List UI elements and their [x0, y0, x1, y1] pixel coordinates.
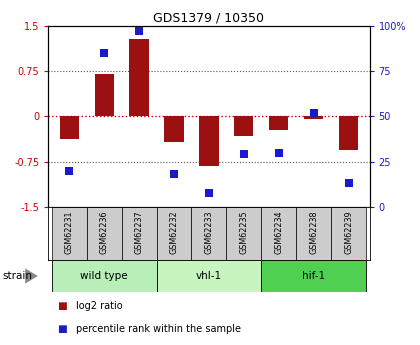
- Bar: [157, 207, 192, 260]
- Bar: [52, 260, 157, 292]
- Bar: [157, 260, 261, 292]
- Bar: [304, 117, 323, 119]
- Text: GSM62237: GSM62237: [134, 211, 144, 255]
- Bar: [60, 117, 79, 139]
- Point: [66, 168, 73, 174]
- Bar: [200, 117, 218, 166]
- Polygon shape: [25, 268, 38, 284]
- Text: vhl-1: vhl-1: [196, 271, 222, 281]
- Bar: [129, 39, 149, 117]
- Bar: [192, 207, 226, 260]
- Bar: [234, 117, 254, 136]
- Point: [136, 29, 142, 34]
- Point: [276, 150, 282, 155]
- Bar: [296, 207, 331, 260]
- Text: GSM62239: GSM62239: [344, 211, 353, 255]
- Text: log2 ratio: log2 ratio: [76, 302, 122, 312]
- Bar: [226, 207, 261, 260]
- Bar: [261, 207, 296, 260]
- Bar: [122, 207, 157, 260]
- Bar: [94, 74, 114, 117]
- Bar: [52, 207, 87, 260]
- Bar: [269, 117, 289, 130]
- Bar: [331, 207, 366, 260]
- Point: [206, 190, 213, 195]
- Bar: [261, 260, 366, 292]
- Text: GSM62233: GSM62233: [205, 211, 213, 254]
- Text: strain: strain: [2, 271, 32, 281]
- Text: GSM62232: GSM62232: [170, 211, 178, 255]
- Text: GSM62235: GSM62235: [239, 211, 248, 255]
- Text: GSM62236: GSM62236: [100, 211, 109, 254]
- Text: hif-1: hif-1: [302, 271, 325, 281]
- Point: [345, 181, 352, 186]
- Text: GSM62231: GSM62231: [65, 211, 74, 254]
- Bar: [87, 207, 122, 260]
- Bar: [339, 117, 358, 150]
- Title: GDS1379 / 10350: GDS1379 / 10350: [153, 12, 265, 25]
- Point: [310, 110, 317, 116]
- Text: wild type: wild type: [80, 271, 128, 281]
- Point: [171, 172, 177, 177]
- Text: ■: ■: [57, 302, 66, 312]
- Point: [101, 50, 108, 56]
- Text: percentile rank within the sample: percentile rank within the sample: [76, 324, 241, 334]
- Text: GSM62238: GSM62238: [309, 211, 318, 254]
- Bar: [164, 117, 184, 142]
- Text: GSM62234: GSM62234: [274, 211, 284, 254]
- Text: ■: ■: [57, 324, 66, 334]
- Point: [241, 152, 247, 157]
